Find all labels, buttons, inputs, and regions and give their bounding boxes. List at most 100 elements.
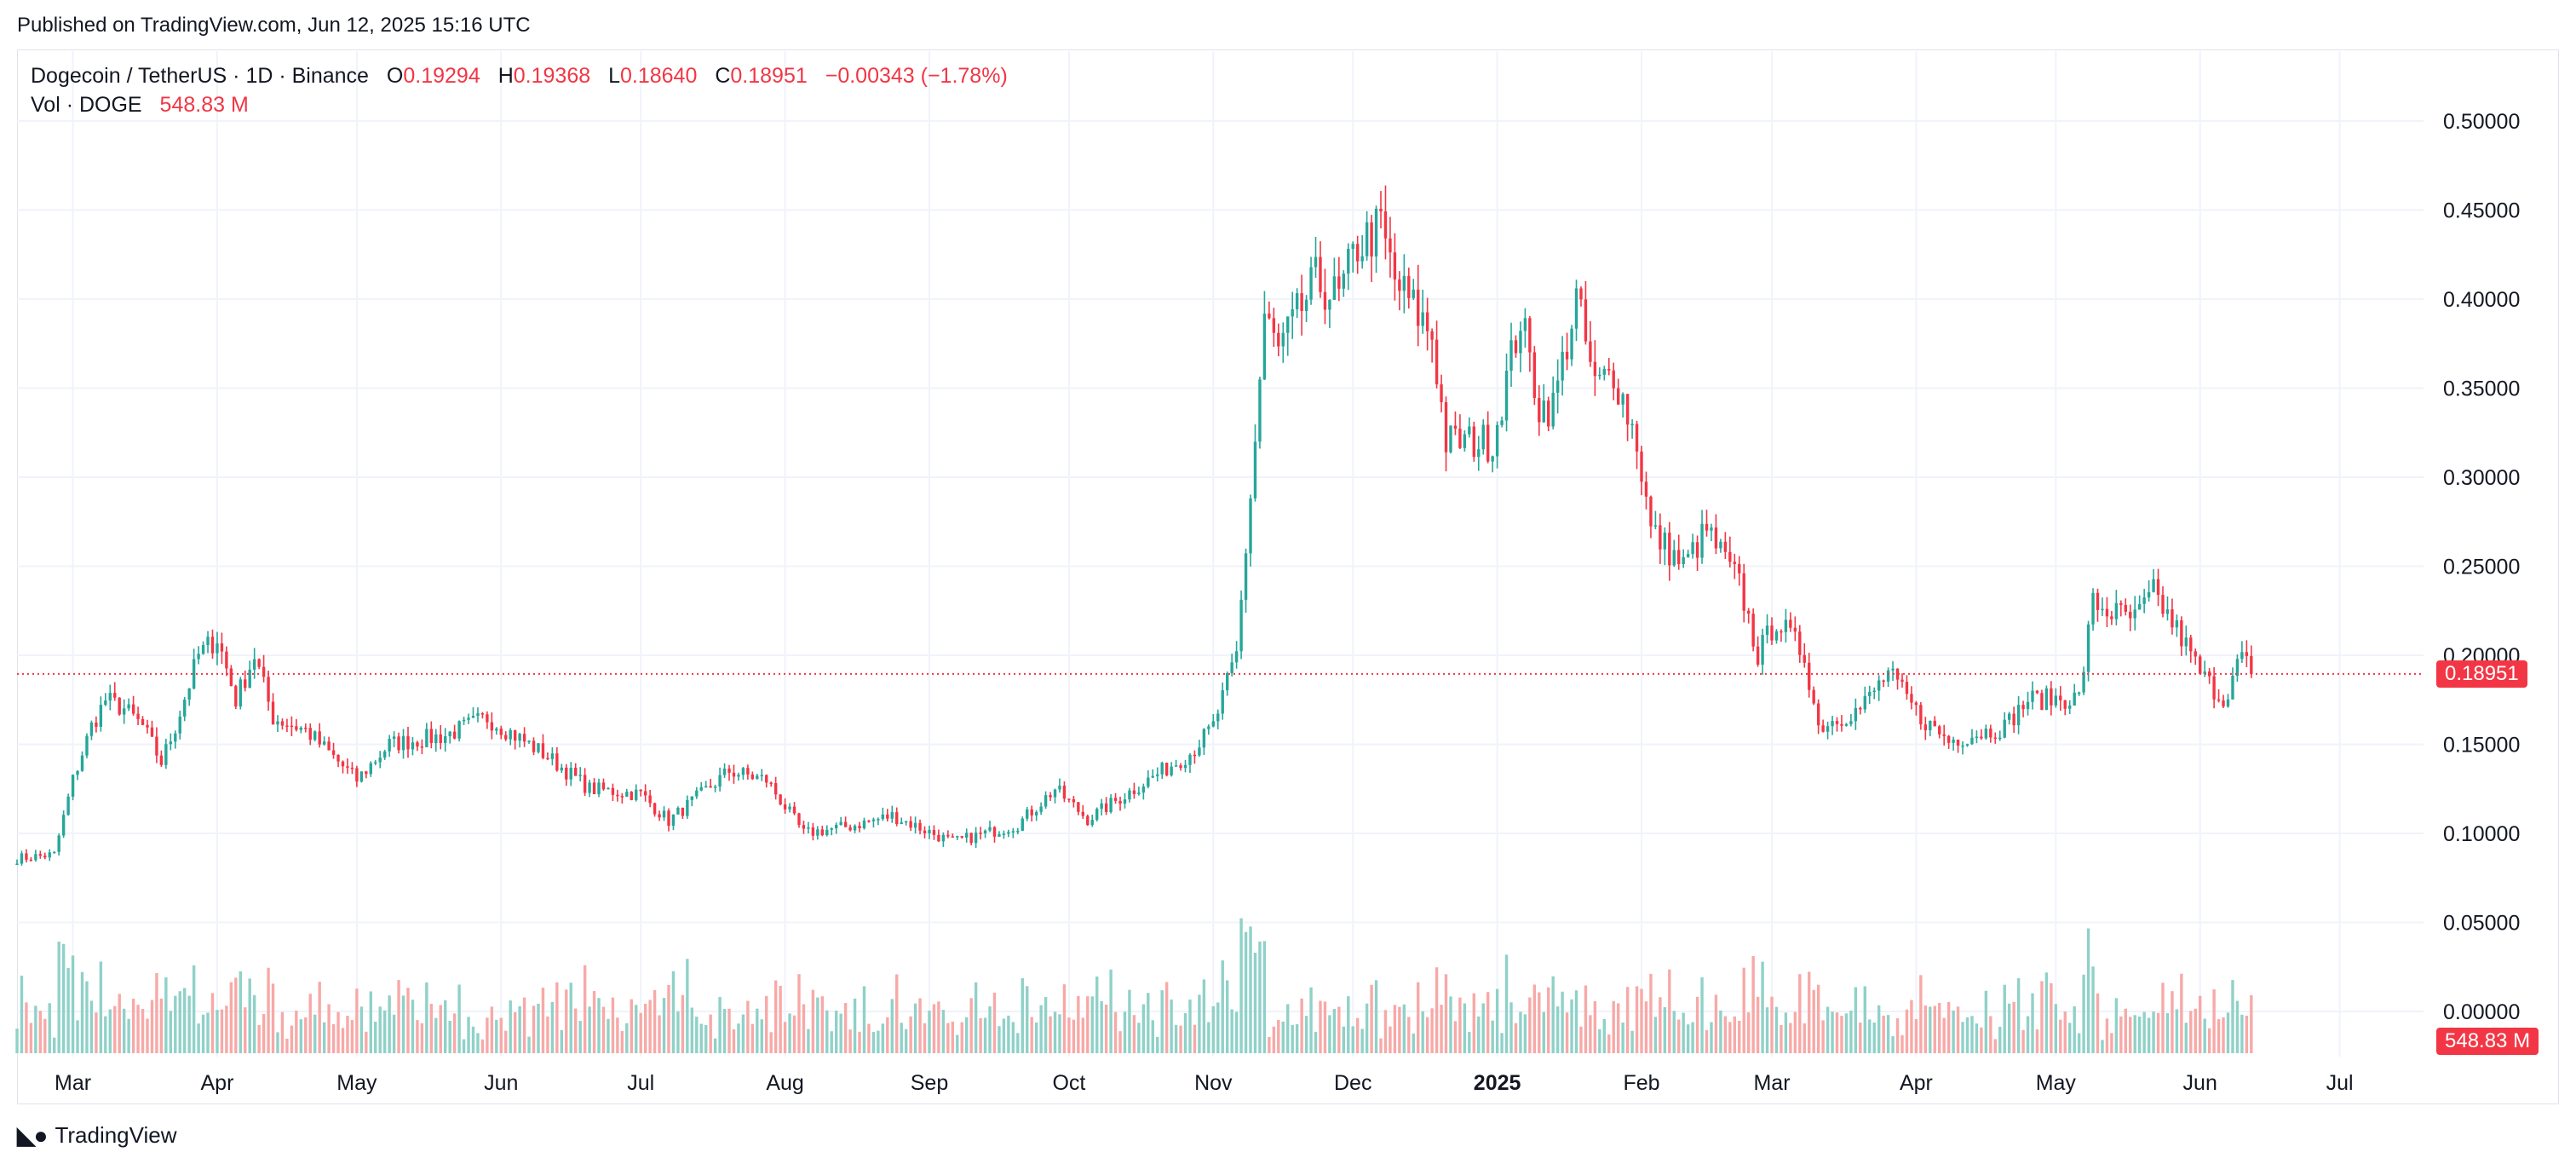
volume-bar: [1468, 1032, 1471, 1053]
volume-bar: [1579, 1026, 1583, 1053]
volume-bar: [66, 967, 70, 1053]
volume-bar: [746, 1000, 750, 1053]
footer-brand[interactable]: ◣● TradingView: [17, 1121, 177, 1150]
x-tick-label: Dec: [1334, 1071, 1371, 1095]
y-tick-label: 0.05000: [2443, 912, 2520, 936]
candle-body: [57, 835, 60, 852]
volume-bar: [509, 1000, 512, 1053]
volume-bar: [434, 1017, 438, 1053]
volume-bar: [1565, 1012, 1569, 1053]
candle-body: [434, 734, 438, 743]
volume-bar: [773, 980, 778, 1053]
volume-bar: [1551, 976, 1555, 1053]
volume-bar: [932, 1004, 936, 1053]
candle-body: [1584, 299, 1588, 342]
candle-body: [136, 713, 140, 719]
volume-bar: [1425, 1017, 1429, 1053]
candle-body: [1170, 766, 1173, 775]
candle-body: [1612, 370, 1615, 389]
symbol-title[interactable]: Dogecoin / TetherUS · 1D · Binance: [31, 64, 369, 88]
volume-bar: [1961, 1022, 1964, 1053]
volume-bar: [1509, 1002, 1513, 1053]
candle-body: [1081, 811, 1084, 816]
candle-body: [2194, 651, 2197, 657]
volume-bar: [452, 1013, 457, 1053]
candle-body: [727, 768, 731, 773]
volume-bar: [1998, 1026, 2002, 1053]
volume-bar: [2175, 1009, 2179, 1053]
candle-body: [2012, 713, 2015, 726]
candle-body: [820, 829, 825, 836]
volume-bar: [2073, 1006, 2076, 1053]
candle-body: [1523, 318, 1527, 331]
candle-body: [1723, 541, 1728, 552]
candle-body: [900, 822, 903, 825]
volume-bar: [1872, 1022, 1876, 1053]
volume-bar: [704, 1024, 708, 1053]
candle-body: [1602, 368, 1606, 375]
candle-body: [1659, 525, 1662, 550]
volume-bar: [737, 1023, 740, 1053]
volume-bar: [1598, 1029, 1601, 1053]
volume-bar: [1332, 1009, 1337, 1053]
volume-bar: [1555, 1006, 1560, 1053]
candle-body: [1761, 635, 1764, 665]
candle-body: [1389, 238, 1392, 253]
volume-bar: [820, 996, 825, 1053]
candle-body: [229, 668, 233, 687]
volume-bar: [327, 1004, 331, 1053]
volume-bar: [1383, 1010, 1388, 1053]
x-tick-label: May: [2036, 1071, 2077, 1095]
volume-bar: [1695, 996, 1699, 1053]
volume-bar: [1929, 1006, 1932, 1053]
volume-bar: [2012, 1001, 2015, 1053]
candle-body: [85, 735, 89, 756]
volume-bar: [2147, 1017, 2151, 1053]
candle-body: [886, 814, 889, 819]
volume-bar: [85, 981, 89, 1053]
candle-body: [2180, 619, 2183, 647]
volume-bar: [1164, 982, 1169, 1053]
volume-bar: [1281, 1021, 1285, 1053]
volume-bar: [206, 1012, 210, 1053]
volume-bar: [811, 989, 815, 1053]
volume-bar: [1398, 1006, 1401, 1053]
volume-bar: [1304, 1016, 1308, 1053]
volume-bar: [1495, 988, 1499, 1053]
candle-body: [1309, 267, 1313, 300]
candle-body: [797, 813, 801, 826]
candle-body: [718, 775, 722, 787]
volume-bar: [2068, 1023, 2072, 1053]
volume-bar: [1677, 1019, 1681, 1053]
volume-bar: [374, 1022, 377, 1053]
candle-body: [2026, 701, 2030, 710]
candle-body: [2189, 637, 2193, 652]
volume-bar: [765, 995, 768, 1053]
candle-body: [1640, 451, 1643, 482]
candle-body: [1417, 289, 1420, 326]
volume-bar: [2044, 972, 2049, 1053]
chart-frame[interactable]: [17, 49, 2559, 1104]
candle-body: [732, 772, 736, 777]
candle-body: [522, 734, 526, 742]
candle-body: [1077, 802, 1080, 812]
candle-body: [48, 852, 51, 858]
candle-body: [946, 834, 950, 837]
candle-body: [2007, 713, 2011, 720]
candle-body: [439, 734, 442, 743]
candle-body: [853, 826, 857, 831]
volume-bar: [853, 998, 857, 1053]
volume-bar: [48, 1003, 51, 1053]
candle-body: [350, 767, 354, 769]
candle-body: [565, 767, 568, 780]
candle-body: [1630, 424, 1634, 426]
volume-bar: [187, 995, 191, 1053]
volume-bar: [2101, 1040, 2104, 1053]
volume-bar: [2199, 995, 2202, 1053]
candle-body: [1230, 662, 1233, 673]
x-tick-label: Mar: [55, 1071, 91, 1095]
candle-body: [416, 742, 419, 747]
candle-body: [974, 833, 978, 844]
volume-bar: [1686, 1024, 1690, 1053]
